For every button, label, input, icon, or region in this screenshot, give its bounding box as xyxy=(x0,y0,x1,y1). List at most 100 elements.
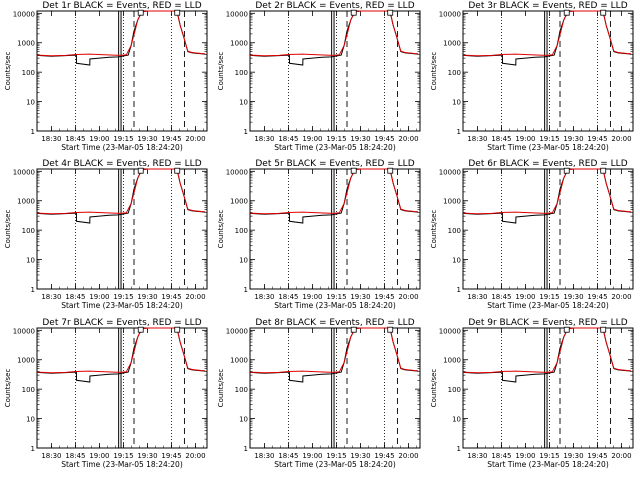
panel-7: Det 7r BLACK = Events, RED = LLD 1 10 100 10… xyxy=(4,318,208,469)
x-tick-label: 20:00 xyxy=(398,293,418,301)
x-tick-label: 20:00 xyxy=(185,452,205,460)
marker-box xyxy=(174,9,181,16)
x-tick-label: 19:15 xyxy=(539,293,559,301)
x-tick-label: 18:45 xyxy=(278,135,298,143)
y-tick-label: 1 xyxy=(244,286,248,294)
panel-title: Det 9r BLACK = Events, RED = LLD xyxy=(468,318,627,328)
y-axis-label: Counts/sec xyxy=(430,210,438,249)
y-tick-label: 10000 xyxy=(439,327,461,335)
y-tick-label: 1 xyxy=(31,128,35,136)
lld-series-line xyxy=(462,327,632,374)
panel-title: Det 8r BLACK = Events, RED = LLD xyxy=(255,318,414,328)
x-axis-label: Start Time (23-Mar-05 18:24:20) xyxy=(274,143,396,152)
x-tick-label: 18:45 xyxy=(65,135,85,143)
marker-box xyxy=(600,9,607,16)
panel-title: Det 7r BLACK = Events, RED = LLD xyxy=(42,318,201,328)
x-axis-label: Start Time (23-Mar-05 18:24:20) xyxy=(61,301,183,310)
x-tick-label: 20:00 xyxy=(611,135,631,143)
x-tick-label: 18:30 xyxy=(41,293,61,301)
x-tick-label: 19:15 xyxy=(113,135,133,143)
panel-3: Det 3r BLACK = Events, RED = LLD 1 10 100 10… xyxy=(430,1,634,152)
panel-2: Det 2r BLACK = Events, RED = LLD 1 10 100 10… xyxy=(217,1,421,152)
x-axis-label: Start Time (23-Mar-05 18:24:20) xyxy=(274,460,396,469)
y-axis-label: Counts/sec xyxy=(217,210,225,249)
x-tick-label: 19:45 xyxy=(161,135,181,143)
x-tick-label: 19:45 xyxy=(587,135,607,143)
y-tick-label: 10000 xyxy=(226,10,248,18)
plot-frame xyxy=(36,10,208,132)
y-tick-label: 1000 xyxy=(443,357,461,365)
y-axis-label: Counts/sec xyxy=(217,369,225,408)
y-tick-label: 1000 xyxy=(443,40,461,48)
marker-box xyxy=(600,167,607,174)
x-tick-label: 19:30 xyxy=(350,452,370,460)
x-tick-label: 18:45 xyxy=(278,293,298,301)
lld-series-line xyxy=(462,168,632,215)
lld-series-line xyxy=(36,327,206,374)
y-tick-label: 1000 xyxy=(443,198,461,206)
y-tick-label: 1 xyxy=(457,286,461,294)
y-tick-label: 10 xyxy=(26,99,35,107)
y-axis-label: Counts/sec xyxy=(4,52,12,91)
y-tick-label: 1000 xyxy=(17,357,35,365)
y-tick-label: 10000 xyxy=(439,168,461,176)
x-tick-label: 19:45 xyxy=(374,452,394,460)
lld-series-line xyxy=(36,10,206,57)
x-tick-label: 18:45 xyxy=(65,452,85,460)
plot-frame xyxy=(462,10,634,132)
y-tick-label: 10000 xyxy=(13,327,35,335)
x-tick-label: 19:45 xyxy=(161,452,181,460)
y-tick-label: 1 xyxy=(244,445,248,453)
y-tick-label: 100 xyxy=(22,227,35,235)
marker-box xyxy=(350,9,357,16)
y-tick-label: 1 xyxy=(31,286,35,294)
y-tick-label: 10000 xyxy=(13,10,35,18)
y-tick-label: 10000 xyxy=(13,168,35,176)
marker-box xyxy=(387,9,394,16)
y-tick-label: 1000 xyxy=(230,198,248,206)
lld-series-line xyxy=(462,10,632,57)
plot-frame xyxy=(249,10,421,132)
x-tick-label: 20:00 xyxy=(611,293,631,301)
marker-box xyxy=(350,326,357,333)
plot-frame xyxy=(36,327,208,449)
x-tick-label: 19:00 xyxy=(302,135,322,143)
panel-title: Det 1r BLACK = Events, RED = LLD xyxy=(42,1,201,11)
x-tick-label: 19:15 xyxy=(326,135,346,143)
y-tick-label: 1 xyxy=(31,445,35,453)
lld-series-line xyxy=(249,10,419,57)
y-tick-label: 1 xyxy=(244,128,248,136)
y-tick-label: 100 xyxy=(22,69,35,77)
y-tick-label: 1 xyxy=(457,128,461,136)
panel-title: Det 4r BLACK = Events, RED = LLD xyxy=(42,159,201,169)
x-tick-label: 18:30 xyxy=(41,452,61,460)
x-tick-label: 19:45 xyxy=(587,293,607,301)
y-tick-label: 1000 xyxy=(230,40,248,48)
y-tick-label: 10 xyxy=(452,99,461,107)
x-tick-label: 19:00 xyxy=(89,293,109,301)
x-tick-label: 19:30 xyxy=(563,452,583,460)
x-tick-label: 18:45 xyxy=(491,293,511,301)
marker-box xyxy=(563,167,570,174)
x-tick-label: 18:45 xyxy=(65,293,85,301)
x-axis-label: Start Time (23-Mar-05 18:24:20) xyxy=(274,301,396,310)
panel-title: Det 6r BLACK = Events, RED = LLD xyxy=(468,159,627,169)
marker-box xyxy=(563,326,570,333)
plot-frame xyxy=(36,168,208,290)
x-tick-label: 19:00 xyxy=(515,293,535,301)
y-tick-label: 10000 xyxy=(226,327,248,335)
x-axis-label: Start Time (23-Mar-05 18:24:20) xyxy=(487,143,609,152)
x-axis-label: Start Time (23-Mar-05 18:24:20) xyxy=(487,301,609,310)
x-tick-label: 19:00 xyxy=(515,452,535,460)
x-tick-label: 18:30 xyxy=(467,452,487,460)
x-tick-label: 19:45 xyxy=(374,293,394,301)
y-axis-label: Counts/sec xyxy=(430,369,438,408)
plot-frame xyxy=(462,327,634,449)
lld-series-line xyxy=(249,168,419,215)
y-axis-label: Counts/sec xyxy=(430,52,438,91)
marker-box xyxy=(350,167,357,174)
x-tick-label: 20:00 xyxy=(398,452,418,460)
panel-5: Det 5r BLACK = Events, RED = LLD 1 10 100 10… xyxy=(217,159,421,310)
panel-title: Det 2r BLACK = Events, RED = LLD xyxy=(255,1,414,11)
